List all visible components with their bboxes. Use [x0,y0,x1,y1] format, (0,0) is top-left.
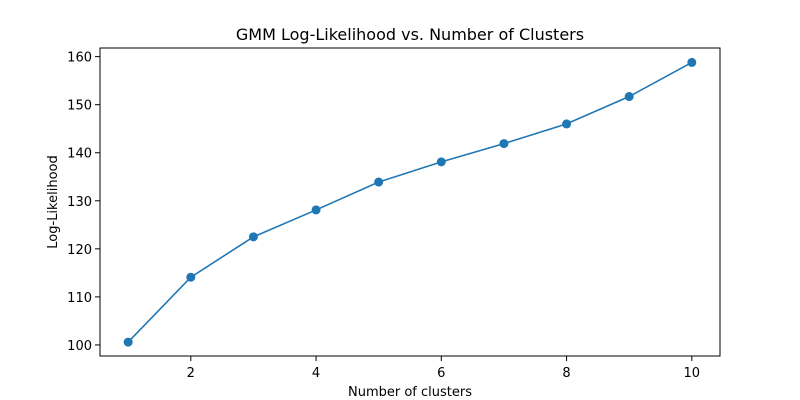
data-point [436,157,446,167]
y-axis-label: Log-Likelihood [46,155,61,248]
data-point [123,337,133,347]
data-point [374,177,384,187]
series-layer [123,57,697,347]
x-tick-label: 4 [312,366,320,381]
chart-title: GMM Log-Likelihood vs. Number of Cluster… [236,25,584,44]
data-point [311,205,321,215]
data-point [186,272,196,282]
y-axis: 100 110 120 130 140 150 160 [67,51,100,354]
plot-frame [99,47,721,357]
data-point [248,232,258,242]
x-axis: 2 4 6 8 10 [187,356,700,381]
x-tick-label: 10 [684,366,701,381]
y-tick-label: 160 [67,51,92,66]
x-axis-label: Number of clusters [348,385,472,400]
y-tick-label: 130 [67,195,92,210]
data-point [499,139,509,149]
data-point [624,92,634,102]
y-tick-label: 150 [67,99,92,114]
series-line [127,61,693,343]
data-point [687,57,697,67]
plot-area [99,47,721,357]
y-tick-label: 100 [67,339,92,354]
x-tick-label: 8 [562,366,570,381]
data-point [562,119,572,129]
y-tick-label: 110 [67,291,92,306]
y-tick-label: 120 [67,243,92,258]
x-tick-label: 2 [187,366,195,381]
y-tick-label: 140 [67,147,92,162]
x-tick-label: 6 [437,366,445,381]
